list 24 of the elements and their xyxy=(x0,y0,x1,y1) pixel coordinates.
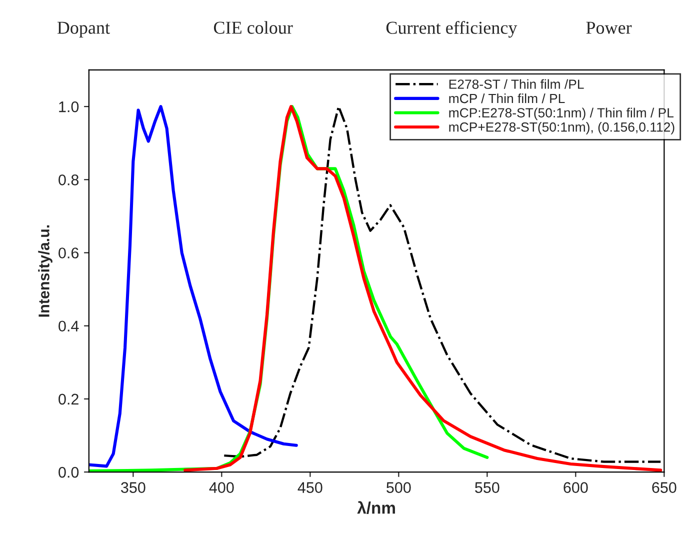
y-tick-label: 0.4 xyxy=(58,320,79,332)
x-tick-label: 400 xyxy=(209,482,234,493)
x-axis-title: λ/nm xyxy=(357,501,395,514)
legend-label: mCP / Thin film / PL xyxy=(449,94,565,104)
x-tick-label: 550 xyxy=(475,482,500,493)
text: Power xyxy=(586,22,632,34)
x-tick-label: 600 xyxy=(564,482,588,493)
x-tick-label: 450 xyxy=(298,482,322,493)
x-tick-label: 500 xyxy=(386,482,411,493)
legend-label: mCP:E278-ST(50:1nm) / Thin film / PL xyxy=(449,108,674,120)
x-tick-label: 650 xyxy=(652,482,676,493)
line-series xyxy=(88,105,298,468)
y-axis-title: Intensity/a.u. xyxy=(38,225,52,317)
y-tick-label: 0.8 xyxy=(58,174,79,186)
y-tick-label: 1.0 xyxy=(59,101,79,112)
legend-label: mCP+E278-ST(50:1nm), (0.156,0.112) xyxy=(449,122,674,134)
y-tick-label: 0.6 xyxy=(58,248,79,258)
legend-label: E278-ST / Thin film /PL xyxy=(449,79,584,89)
text: CIE colour xyxy=(214,21,293,34)
y-tick-label: 0.0 xyxy=(58,466,79,478)
text: Dopant xyxy=(57,22,110,38)
text: Current efficiency xyxy=(386,21,518,38)
y-tick-label: 0.2 xyxy=(58,394,78,405)
x-tick-label: 350 xyxy=(121,482,146,493)
